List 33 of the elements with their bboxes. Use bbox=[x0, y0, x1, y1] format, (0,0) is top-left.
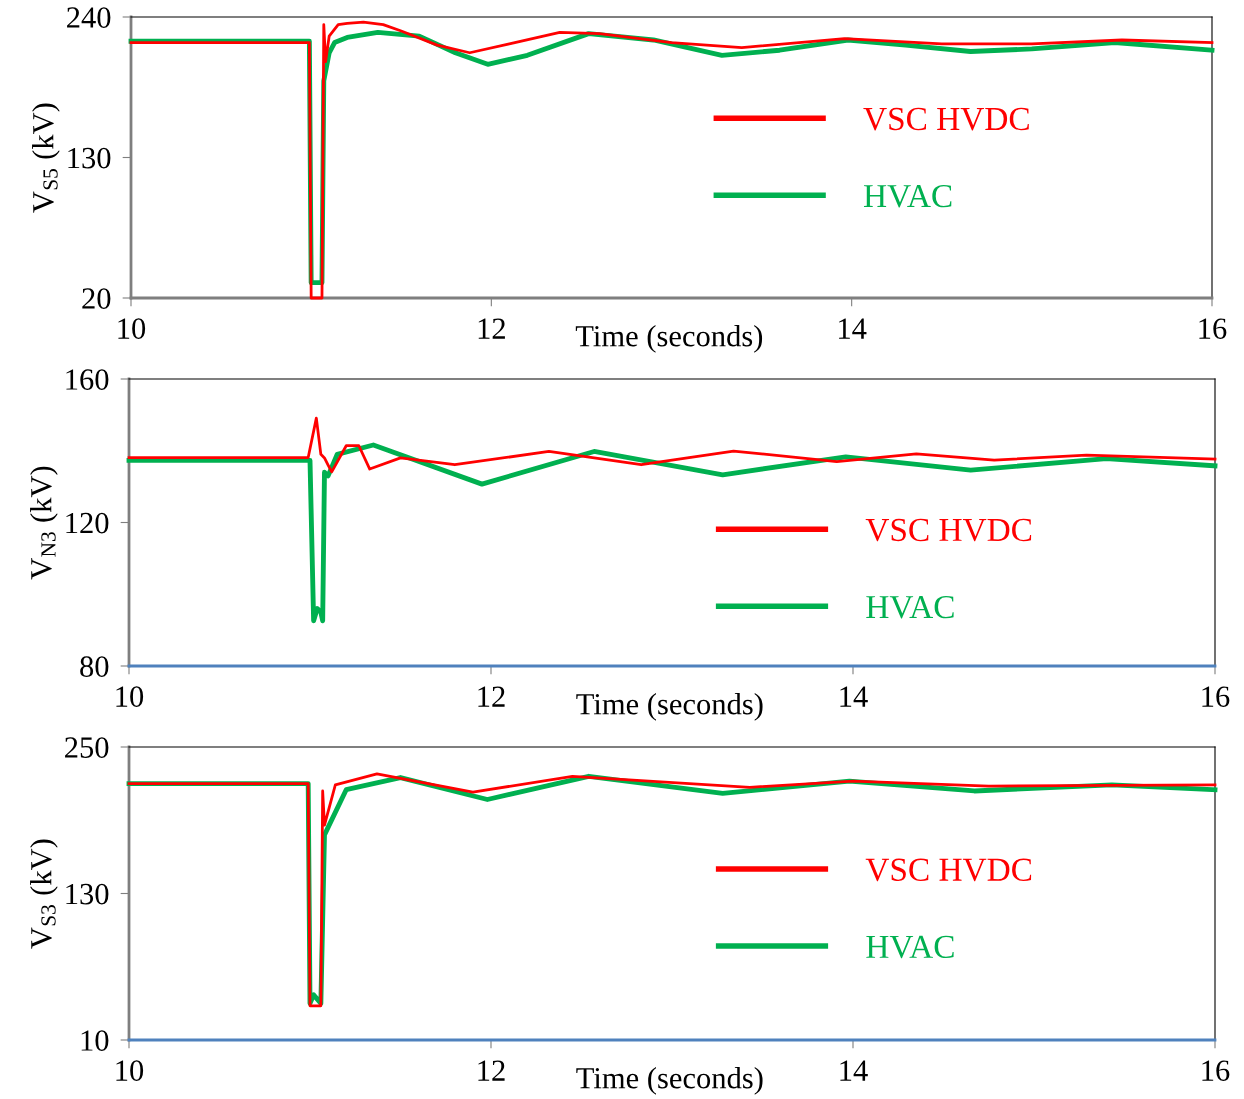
y-axis-title: V$_{S3}$ (kV) bbox=[30, 839, 58, 949]
x-tick-label: 14 bbox=[840, 1060, 868, 1081]
x-tick-label: 12 bbox=[478, 1060, 505, 1081]
x-axis-title: Time (seconds) bbox=[575, 325, 763, 353]
x-tick-label: 14 bbox=[840, 686, 868, 707]
x-axis-title: Time (seconds) bbox=[576, 693, 763, 721]
legend-label: VSC HVDC bbox=[863, 107, 1029, 131]
x-tick-label: 14 bbox=[839, 318, 867, 339]
legend-label: VSC HVDC bbox=[865, 518, 1032, 542]
y-tick-label: 160 bbox=[66, 369, 109, 390]
x-tick-label: 12 bbox=[478, 318, 505, 339]
x-tick-label: 12 bbox=[478, 686, 505, 707]
y-axis-title: V$_{N3}$ (kV) bbox=[30, 466, 58, 580]
legend-label: HVAC bbox=[863, 184, 952, 208]
y-axis-title: V$_{S5}$ (kV) bbox=[32, 103, 60, 213]
y-tick-label: 130 bbox=[68, 147, 111, 169]
y-tick-label: 120 bbox=[66, 512, 109, 534]
legend-label: VSC HVDC bbox=[865, 858, 1032, 882]
x-tick-label: 16 bbox=[1202, 686, 1230, 707]
x-tick-label: 16 bbox=[1202, 1060, 1230, 1081]
y-tick-label: 240 bbox=[67, 7, 111, 28]
legend-label: HVAC bbox=[866, 935, 954, 959]
y-tick-label: 10 bbox=[81, 1030, 109, 1051]
x-tick-label: 10 bbox=[116, 1060, 144, 1081]
x-tick-label: 10 bbox=[118, 318, 146, 339]
y-tick-label: 20 bbox=[82, 288, 111, 309]
y-tick-label: 130 bbox=[66, 883, 109, 905]
y-tick-label: 250 bbox=[65, 737, 109, 758]
x-tick-label: 10 bbox=[116, 686, 144, 707]
x-tick-label: 16 bbox=[1199, 318, 1227, 339]
x-axis-title: Time (seconds) bbox=[576, 1067, 763, 1095]
y-tick-label: 80 bbox=[80, 656, 109, 677]
legend-label: HVAC bbox=[866, 595, 954, 619]
